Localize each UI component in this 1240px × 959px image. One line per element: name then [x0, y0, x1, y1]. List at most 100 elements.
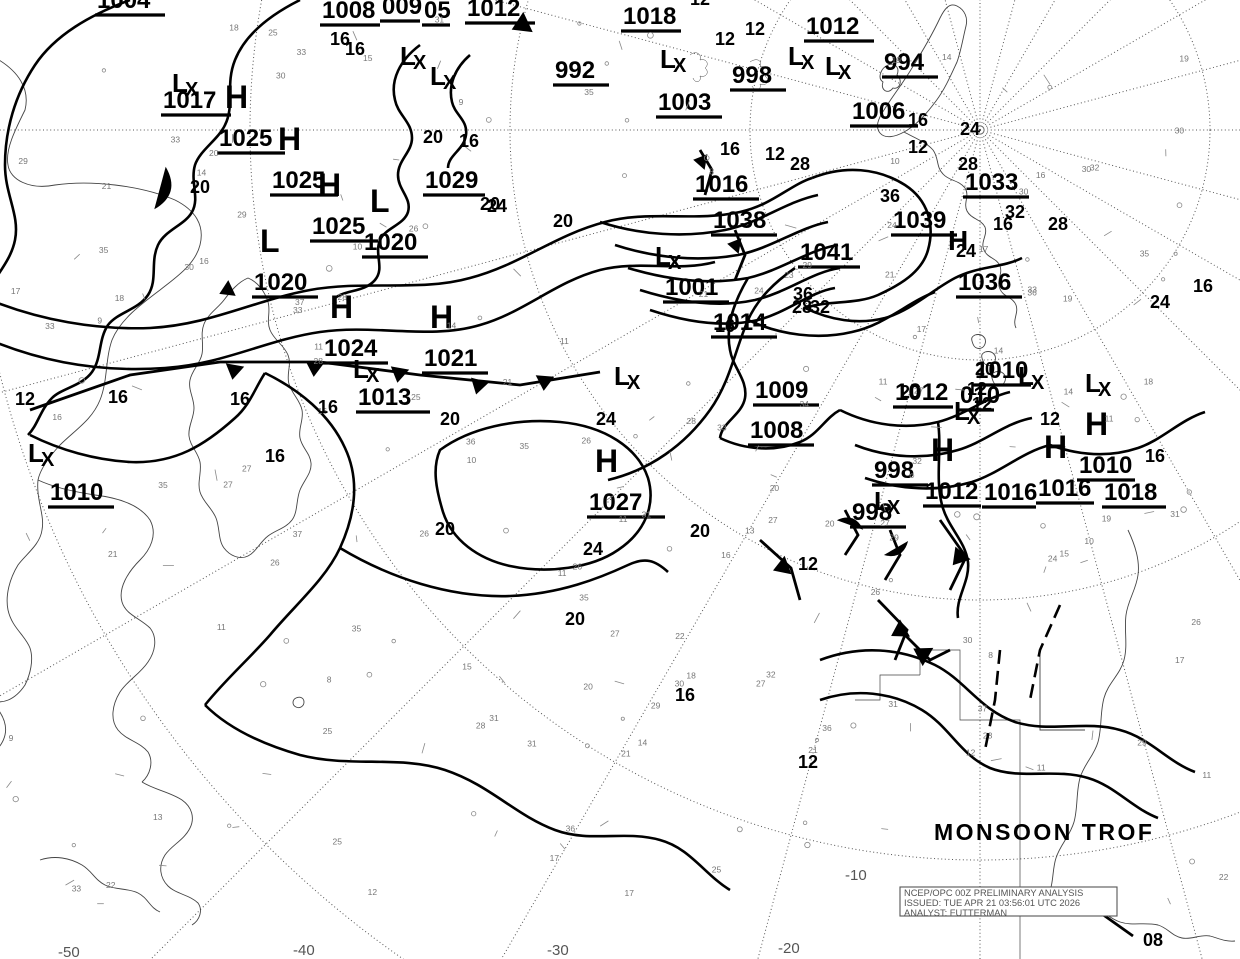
- svg-text:H: H: [1044, 429, 1067, 465]
- svg-text:27: 27: [880, 518, 890, 528]
- svg-text:NCEP/OPC 00Z PRELIMINARY ANALY: NCEP/OPC 00Z PRELIMINARY ANALYSIS: [904, 888, 1083, 898]
- svg-text:36: 36: [466, 436, 476, 446]
- svg-text:16: 16: [908, 110, 928, 130]
- svg-text:33: 33: [72, 884, 82, 894]
- svg-text:11: 11: [217, 622, 226, 632]
- svg-text:30: 30: [276, 71, 286, 81]
- svg-text:X: X: [801, 52, 815, 74]
- svg-text:-30: -30: [547, 942, 569, 959]
- svg-text:12: 12: [798, 752, 818, 772]
- svg-text:994: 994: [884, 49, 925, 76]
- svg-text:16: 16: [52, 412, 62, 422]
- svg-text:35: 35: [584, 87, 594, 97]
- svg-text:26: 26: [573, 562, 583, 572]
- svg-text:24: 24: [754, 286, 764, 296]
- svg-text:36: 36: [566, 824, 576, 834]
- svg-text:16: 16: [1036, 170, 1046, 180]
- svg-text:31: 31: [489, 713, 499, 723]
- svg-text:1017: 1017: [163, 87, 216, 114]
- svg-text:9: 9: [97, 316, 102, 326]
- svg-text:ANALYST: FUTTERMAN: ANALYST: FUTTERMAN: [904, 908, 1007, 918]
- svg-text:1010: 1010: [1079, 452, 1132, 479]
- svg-text:H: H: [931, 432, 954, 468]
- svg-text:16: 16: [265, 446, 285, 466]
- svg-text:ISSUED: TUE APR 21 03:56:01 UT: ISSUED: TUE APR 21 03:56:01 UTC 2026: [904, 898, 1080, 908]
- svg-text:11: 11: [619, 514, 628, 524]
- svg-text:12: 12: [972, 394, 992, 414]
- svg-text:1012: 1012: [806, 13, 859, 40]
- svg-text:992: 992: [555, 57, 595, 84]
- svg-text:10: 10: [1084, 536, 1094, 546]
- svg-text:1039: 1039: [893, 207, 946, 234]
- svg-text:16: 16: [1145, 446, 1165, 466]
- svg-text:33: 33: [1028, 285, 1038, 295]
- svg-text:25: 25: [411, 392, 421, 402]
- svg-text:16: 16: [199, 256, 209, 266]
- svg-text:24: 24: [487, 196, 507, 216]
- svg-text:12: 12: [966, 748, 976, 758]
- svg-text:17: 17: [1175, 655, 1185, 665]
- svg-text:10: 10: [353, 241, 363, 251]
- svg-text:1025: 1025: [219, 125, 272, 152]
- svg-text:16: 16: [330, 29, 350, 49]
- svg-text:16: 16: [715, 316, 735, 336]
- svg-text:12: 12: [15, 389, 35, 409]
- svg-text:1016: 1016: [695, 171, 748, 198]
- svg-text:15: 15: [1060, 548, 1070, 558]
- svg-text:1004: 1004: [97, 0, 151, 14]
- svg-text:12: 12: [798, 554, 818, 574]
- svg-text:H: H: [278, 121, 301, 157]
- svg-text:X: X: [627, 372, 641, 394]
- svg-text:28: 28: [476, 720, 486, 730]
- svg-text:27: 27: [242, 463, 252, 473]
- svg-text:-50: -50: [58, 944, 80, 959]
- svg-text:21: 21: [108, 549, 118, 559]
- svg-text:35: 35: [1140, 249, 1150, 259]
- svg-text:36: 36: [880, 186, 900, 206]
- svg-text:24: 24: [887, 220, 897, 230]
- svg-text:12: 12: [745, 19, 765, 39]
- svg-text:32: 32: [1005, 202, 1025, 222]
- svg-text:20: 20: [553, 211, 573, 231]
- svg-text:1016: 1016: [984, 479, 1037, 506]
- svg-text:37: 37: [293, 529, 303, 539]
- svg-text:20: 20: [690, 521, 710, 541]
- svg-text:8: 8: [327, 675, 332, 685]
- svg-text:1038: 1038: [713, 207, 766, 234]
- svg-text:-10: -10: [845, 867, 867, 884]
- svg-text:009: 009: [382, 0, 422, 20]
- svg-text:17: 17: [979, 244, 989, 254]
- svg-text:35: 35: [99, 245, 109, 255]
- svg-text:1012: 1012: [467, 0, 520, 22]
- svg-text:32: 32: [766, 669, 776, 679]
- svg-text:24: 24: [960, 119, 980, 139]
- svg-text:25: 25: [268, 27, 278, 37]
- svg-text:28: 28: [338, 292, 348, 302]
- svg-text:25: 25: [323, 726, 333, 736]
- svg-text:30: 30: [963, 635, 973, 645]
- svg-text:08: 08: [1143, 930, 1163, 950]
- svg-text:12: 12: [715, 29, 735, 49]
- svg-text:32: 32: [810, 297, 830, 317]
- svg-text:16: 16: [720, 139, 740, 159]
- svg-text:MONSOON TROF: MONSOON TROF: [934, 819, 1154, 845]
- svg-text:31: 31: [888, 699, 898, 709]
- svg-text:35: 35: [158, 480, 168, 490]
- svg-text:19: 19: [1179, 54, 1189, 64]
- svg-text:18: 18: [229, 22, 239, 32]
- svg-text:9: 9: [459, 97, 464, 107]
- svg-text:1024: 1024: [324, 335, 378, 362]
- svg-text:18: 18: [115, 293, 125, 303]
- svg-text:X: X: [1031, 372, 1045, 394]
- svg-text:33: 33: [297, 47, 307, 57]
- svg-text:1020: 1020: [254, 269, 307, 296]
- svg-text:13: 13: [745, 525, 755, 535]
- svg-text:29: 29: [1137, 738, 1147, 748]
- svg-text:17: 17: [550, 853, 560, 863]
- svg-text:21: 21: [102, 181, 112, 191]
- svg-text:24: 24: [596, 409, 616, 429]
- svg-text:28: 28: [1048, 214, 1068, 234]
- svg-text:29: 29: [889, 532, 899, 542]
- svg-text:X: X: [668, 252, 682, 274]
- svg-text:16: 16: [675, 685, 695, 705]
